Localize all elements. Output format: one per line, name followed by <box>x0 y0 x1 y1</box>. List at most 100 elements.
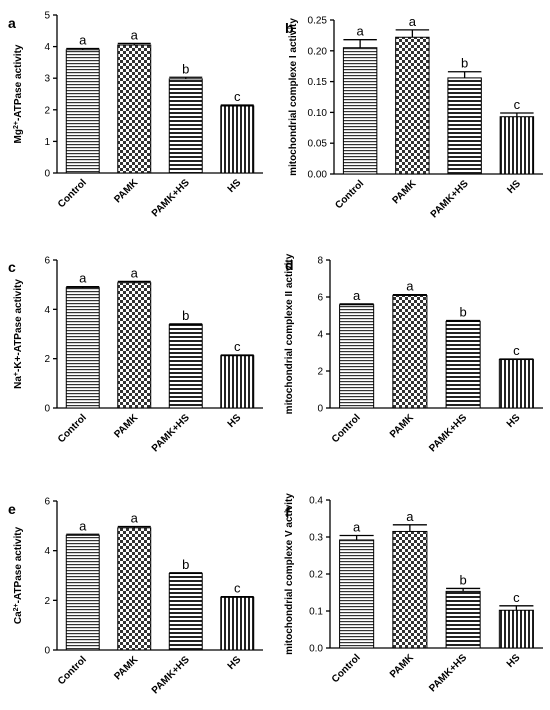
panel-f: f 0.0 0.1 0.2 0.3 0.4 mitochondrial complexe V… <box>284 493 543 694</box>
x-tick-label: Control <box>56 177 89 210</box>
y-tick-label: 4 <box>44 305 50 316</box>
significance-letter: b <box>460 572 467 587</box>
x-tick-label: PAMK+HS <box>150 412 192 454</box>
x-tick-label: PAMK+HS <box>150 654 192 696</box>
y-tick-label: 4 <box>44 42 50 53</box>
significance-letter: a <box>79 518 87 533</box>
bar-pamk-hs <box>168 78 203 174</box>
bar-hs <box>498 609 534 649</box>
panel-label: d <box>285 257 294 273</box>
significance-letter: a <box>131 511 139 526</box>
x-tick-label: PAMK <box>388 412 417 441</box>
significance-letter: b <box>182 557 189 572</box>
y-tick-label: 0 <box>317 404 323 415</box>
bar-pamk-hs <box>445 590 481 649</box>
bar-pamk-hs <box>447 77 482 175</box>
y-tick-label: 0.10 <box>308 108 328 119</box>
significance-letter: c <box>234 581 241 596</box>
y-axis-label: mitochondrial complexe V activity <box>284 493 295 655</box>
significance-letter: b <box>460 304 467 319</box>
x-tick-label: Control <box>330 652 363 685</box>
bar-pamk-hs <box>168 573 203 651</box>
y-axis-label: mitochondrial complexe II activity <box>284 253 295 414</box>
significance-letter: c <box>514 97 521 112</box>
y-tick-label: 8 <box>317 256 323 267</box>
y-tick-label: 0 <box>44 646 50 657</box>
bar-pamk <box>117 527 152 651</box>
x-tick-label: HS <box>226 412 244 430</box>
y-axis-label: Ca2+-ATPase activity <box>13 526 25 624</box>
y-tick-label: 0.15 <box>308 77 328 88</box>
significance-letter: a <box>406 509 414 524</box>
bar-pamk-hs <box>445 320 481 409</box>
significance-letter: b <box>182 61 189 76</box>
significance-letter: a <box>131 265 139 280</box>
x-tick-label: Control <box>330 412 363 445</box>
bar-control <box>339 539 375 649</box>
bar-hs <box>499 116 535 175</box>
bar-control <box>65 287 100 409</box>
y-tick-label: 0.3 <box>309 533 323 544</box>
panel-c: c 0 2 4 6 Na+-K+-ATPase activity a Control a PAMK… <box>8 256 263 454</box>
x-tick-label: PAMK <box>112 177 141 206</box>
y-axis-label: Mg2+-ATPase activity <box>13 44 25 143</box>
bar-control <box>65 49 100 174</box>
x-tick-label: Control <box>56 654 89 687</box>
x-tick-label: Control <box>333 178 366 211</box>
x-tick-label: PAMK <box>390 178 419 207</box>
x-tick-label: PAMK <box>112 412 141 441</box>
y-tick-label: 4 <box>317 330 323 341</box>
panel-label: a <box>8 15 16 31</box>
x-tick-label: HS <box>226 654 244 672</box>
y-axis-label: Na+-K+-ATPase activity <box>13 279 25 389</box>
y-tick-label: 2 <box>317 367 323 378</box>
y-tick-label: 0.2 <box>309 570 323 581</box>
x-tick-label: HS <box>505 652 523 670</box>
x-tick-label: HS <box>505 412 523 430</box>
panel-label: e <box>8 501 16 517</box>
significance-letter: a <box>353 520 361 535</box>
significance-letter: a <box>406 279 414 294</box>
bar-hs <box>498 359 534 409</box>
y-tick-label: 6 <box>317 293 323 304</box>
bar-pamk <box>392 295 428 409</box>
bar-hs <box>220 105 255 174</box>
significance-letter: a <box>79 32 87 47</box>
y-axis-label: mitochondrial complexe I activity <box>288 18 299 176</box>
panel-label: c <box>8 259 16 275</box>
y-tick-label: 1 <box>44 137 50 148</box>
y-tick-label: 0.00 <box>308 170 328 181</box>
significance-letter: c <box>513 343 520 358</box>
y-tick-label: 4 <box>44 546 50 557</box>
panel-e: e 0 2 4 6 Ca2+-ATPase activity a Control a PAMK b P… <box>8 497 263 696</box>
significance-letter: c <box>234 89 241 104</box>
bar-pamk-hs <box>168 324 203 409</box>
panel-label: f <box>285 504 290 520</box>
y-tick-label: 0 <box>44 404 50 415</box>
x-tick-label: PAMK+HS <box>429 178 471 220</box>
y-tick-label: 2 <box>44 105 50 116</box>
bar-pamk <box>395 36 430 175</box>
x-tick-label: PAMK+HS <box>427 652 469 694</box>
significance-letter: c <box>513 590 520 605</box>
y-tick-label: 6 <box>44 497 50 508</box>
bar-pamk <box>117 44 152 174</box>
panel-b: b 0.00 0.05 0.10 0.15 0.20 0.25 mitochondrial c… <box>285 14 543 220</box>
y-tick-label: 0.4 <box>309 496 323 507</box>
x-tick-label: PAMK+HS <box>427 412 469 454</box>
x-tick-label: PAMK <box>112 654 141 683</box>
y-tick-label: 3 <box>44 74 50 85</box>
y-tick-label: 2 <box>44 596 50 607</box>
panel-a: a 0 1 2 3 4 5 Mg2+-ATPase activity a Control a PAMK… <box>8 11 263 219</box>
bar-pamk <box>117 282 152 409</box>
y-tick-label: 0.25 <box>308 16 328 27</box>
x-tick-label: HS <box>226 177 244 195</box>
significance-letter: a <box>79 271 87 286</box>
y-tick-label: 6 <box>44 256 50 267</box>
y-tick-label: 0.20 <box>308 46 328 57</box>
significance-letter: a <box>357 24 365 39</box>
y-tick-label: 5 <box>44 11 50 22</box>
y-tick-label: 0 <box>44 169 50 180</box>
bar-control <box>342 47 378 175</box>
